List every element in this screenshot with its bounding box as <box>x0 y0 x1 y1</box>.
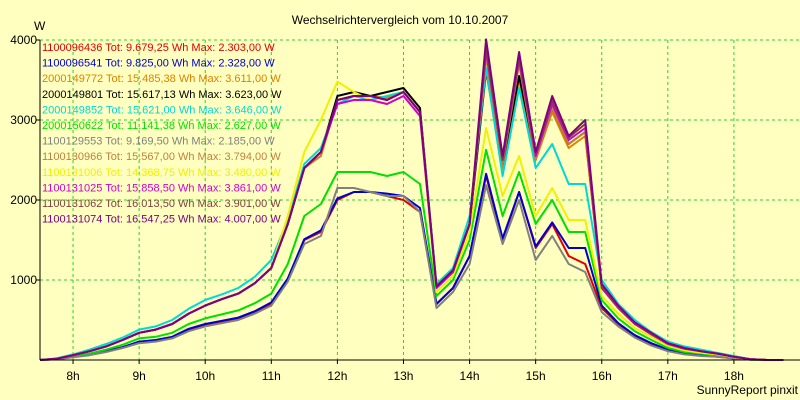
x-tick-label: 10h <box>195 369 215 383</box>
series-line-12 <box>39 38 784 361</box>
legend-entry: 1100096436 Tot: 9.679,25 Wh Max: 2.303,0… <box>42 42 275 54</box>
series-line-7 <box>39 184 784 361</box>
x-tick-label: 15h <box>526 369 546 383</box>
series-line-2 <box>39 172 784 361</box>
legend-entry: 1100130966 Tot: 15.567,00 Wh Max: 3.794,… <box>42 151 281 163</box>
y-tick-label: 3000 <box>10 113 37 127</box>
legend-entry: 1100129553 Tot: 9.169,50 Wh Max: 2.185,0… <box>42 136 275 148</box>
legend-entry: 2000149852 Tot: 15.621,00 Wh Max: 3.646,… <box>42 104 282 116</box>
legend-entry: 1100096541 Tot: 9.825,00 Wh Max: 2.328,0… <box>42 58 275 70</box>
x-tick-label: 9h <box>132 369 145 383</box>
y-tick-label: 2000 <box>10 193 37 207</box>
x-tick-label: 13h <box>393 369 413 383</box>
y-axis-label: W <box>34 19 46 33</box>
x-tick-label: 17h <box>658 369 678 383</box>
legend-entry: 2000149801 Tot: 15.617,13 Wh Max: 3.623,… <box>42 89 282 101</box>
y-tick-label: 4000 <box>10 33 37 47</box>
legend-entry: 1100131006 Tot: 14.368,75 Wh Max: 3.480,… <box>42 167 281 179</box>
x-tick-label: 14h <box>460 369 480 383</box>
legend-entry: 1100131025 Tot: 15.858,50 Wh Max: 3.861,… <box>42 182 281 194</box>
legend-entry: 1100131062 Tot: 16.013,50 Wh Max: 3.901,… <box>42 198 281 210</box>
chart-title: Wechselrichtervergleich vom 10.10.2007 <box>292 13 509 27</box>
series-line-6 <box>39 148 784 361</box>
x-tick-label: 8h <box>66 369 79 383</box>
legend-entry: 2000150622 Tot: 11.141,38 Wh Max: 2.627,… <box>42 120 281 132</box>
x-tick-label: 11h <box>262 369 281 383</box>
axes: 1000 2000 3000 4000 8h 9h 10h 11h 12h 13h 14h 15h 16… <box>10 33 800 383</box>
legend: 1100096436 Tot: 9.679,25 Wh Max: 2.303,0… <box>42 42 282 226</box>
legend-entry: 2000149772 Tot: 15.485,38 Wh Max: 3.611,… <box>42 73 281 85</box>
legend-entry: 1100131074 Tot: 16.547,25 Wh Max: 4.007,… <box>42 214 281 226</box>
series-layer <box>39 38 784 361</box>
y-tick-label: 1000 <box>10 273 37 287</box>
x-tick-label: 18h <box>724 369 744 383</box>
x-tick-label: 16h <box>592 369 612 383</box>
x-tick-label: 12h <box>327 369 347 383</box>
footer-credit: SunnyReport pinxit <box>697 383 799 397</box>
